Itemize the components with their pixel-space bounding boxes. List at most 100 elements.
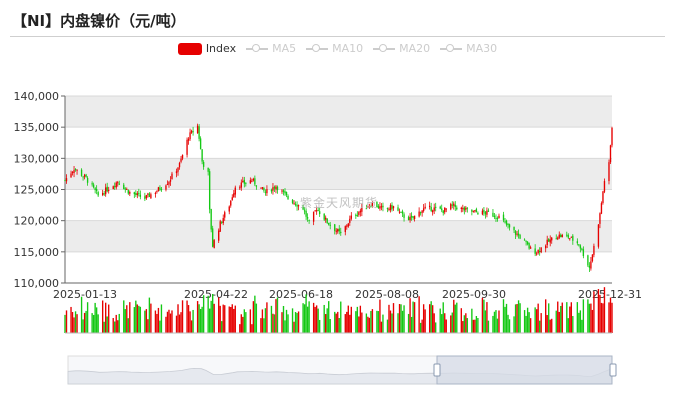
candle-body xyxy=(608,162,610,181)
legend-ma10-marker xyxy=(306,43,329,55)
legend-item-ma10[interactable]: MA10 xyxy=(306,42,363,55)
volume-bar xyxy=(157,307,160,333)
candle-body xyxy=(97,192,99,196)
volume-bar xyxy=(293,321,295,333)
legend-item-ma20[interactable]: MA20 xyxy=(373,42,430,55)
x-tick-label: 2025-09-30 xyxy=(442,288,506,301)
candle-body xyxy=(282,190,285,192)
volume-bar xyxy=(517,300,520,333)
volume-bar xyxy=(117,320,119,333)
candle-body xyxy=(210,209,212,230)
zoom-slider[interactable] xyxy=(67,355,617,385)
candle-body xyxy=(442,210,444,214)
candle-body xyxy=(136,193,139,196)
candle-body xyxy=(611,127,613,146)
volume-bar xyxy=(165,316,167,333)
candle-body xyxy=(507,223,509,225)
candle-body xyxy=(281,190,283,192)
volume-bar xyxy=(350,306,352,333)
candle-body xyxy=(382,205,384,208)
candle-body xyxy=(526,241,529,245)
volume-bar xyxy=(558,311,560,333)
legend-item-index[interactable]: Index xyxy=(177,42,236,55)
volume-bar xyxy=(103,321,105,333)
volume-bar xyxy=(513,316,515,333)
x-axis: 2025-01-13 2025-04-22 2025-06-18 2025-08-08… xyxy=(53,282,642,301)
candle-body xyxy=(347,223,349,227)
volume-bar xyxy=(145,309,148,333)
volume-bar xyxy=(178,314,181,333)
candle-body xyxy=(105,187,107,195)
candle-body xyxy=(463,207,466,211)
volume-bar xyxy=(305,294,307,333)
candle-body xyxy=(546,239,548,246)
volume-bar xyxy=(297,311,300,333)
candle-body xyxy=(367,207,369,209)
candle-body xyxy=(297,205,300,207)
volume-bar xyxy=(261,309,264,333)
candle-body xyxy=(450,204,452,210)
candle-body xyxy=(609,145,612,163)
candle-body xyxy=(537,249,539,254)
volume-bar xyxy=(496,318,499,333)
candle-body xyxy=(118,183,120,185)
candle-body xyxy=(389,205,392,211)
volume-bar xyxy=(608,302,610,333)
candle-body xyxy=(303,210,306,212)
volume-bar xyxy=(410,316,413,333)
volume-bar xyxy=(382,314,384,333)
slider-window[interactable] xyxy=(436,355,613,385)
volume-bar xyxy=(508,319,511,333)
legend-item-ma5[interactable]: MA5 xyxy=(246,42,296,55)
slider-handle-right[interactable] xyxy=(609,363,617,377)
volume-bar xyxy=(276,297,279,333)
candle-body xyxy=(296,204,298,207)
volume-bar xyxy=(154,310,157,333)
candle-body xyxy=(124,188,126,190)
candle-body xyxy=(275,186,277,190)
x-tick-label: 2025-08-08 xyxy=(355,288,419,301)
slider-handle-left[interactable] xyxy=(433,363,441,377)
candle-body xyxy=(272,187,274,191)
volume-bar xyxy=(94,302,96,333)
volume-bar xyxy=(86,302,89,333)
volume-bar xyxy=(159,320,161,333)
volume-bar xyxy=(380,321,383,333)
candle-body xyxy=(602,191,604,203)
candle-body xyxy=(538,251,541,253)
volume-bar xyxy=(487,320,490,333)
candle-body xyxy=(326,218,328,224)
volume-bar xyxy=(413,302,416,333)
volume-bar xyxy=(303,304,306,333)
candle-body xyxy=(112,186,114,190)
volume-bar xyxy=(581,319,583,333)
volume-bar xyxy=(549,319,551,333)
candle-body xyxy=(231,197,233,200)
volume-bar xyxy=(368,317,371,333)
candle-body xyxy=(208,171,211,210)
volume-bar xyxy=(166,311,169,333)
candle-body xyxy=(578,244,580,246)
volume-bar xyxy=(507,314,509,333)
volume-bar xyxy=(344,314,346,333)
volume-bar xyxy=(535,309,538,333)
volume-bar xyxy=(551,318,553,333)
candle-body xyxy=(466,207,469,209)
legend-item-ma30[interactable]: MA30 xyxy=(440,42,497,55)
volume-bar xyxy=(208,308,211,333)
volume-bar xyxy=(284,320,286,333)
legend-ma30-label: MA30 xyxy=(466,42,498,55)
candle-body xyxy=(558,234,560,238)
volume-bar xyxy=(567,318,569,333)
volume-bar xyxy=(199,308,202,333)
candle-body xyxy=(239,187,241,189)
candle-body xyxy=(418,211,420,217)
candle-body xyxy=(525,240,527,242)
candle-body xyxy=(264,191,267,193)
candle-body xyxy=(570,236,572,238)
candle-body xyxy=(270,190,273,192)
candle-body xyxy=(261,187,264,189)
volume-bar xyxy=(115,314,117,333)
candle-body xyxy=(561,234,563,238)
legend-ma20-marker xyxy=(373,43,396,55)
